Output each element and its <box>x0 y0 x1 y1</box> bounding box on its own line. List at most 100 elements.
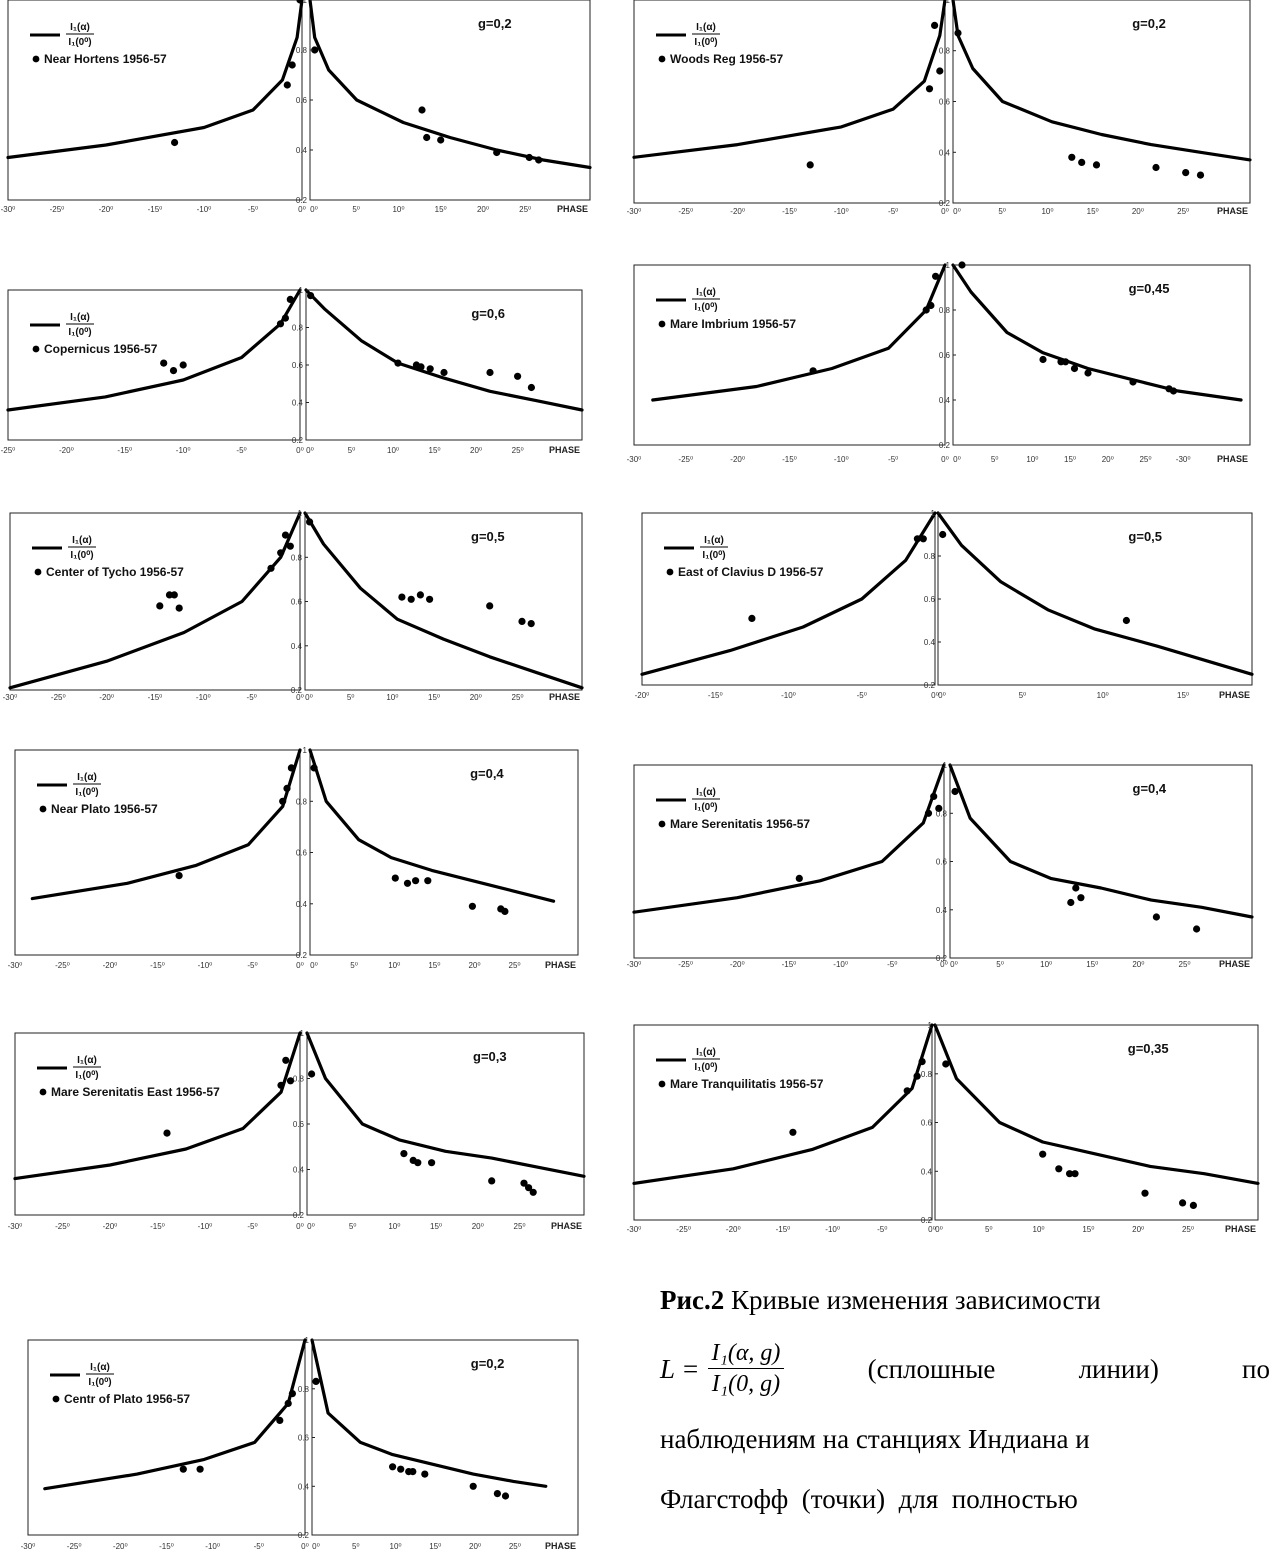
x-tick-label: -30⁰ <box>627 960 642 969</box>
y-tick-label: 1 <box>928 1021 933 1030</box>
x-tick-label: 15⁰ <box>1064 455 1076 464</box>
observation-point <box>493 1490 501 1498</box>
x-tick-label: -25⁰ <box>51 693 66 702</box>
x-tick-label: -5⁰ <box>254 1542 264 1551</box>
x-tick-label: -25⁰ <box>678 207 693 216</box>
x-axis-label: PHASE <box>1219 959 1250 969</box>
observation-point <box>806 161 814 169</box>
g-parameter-label: g=0,5 <box>1128 529 1162 544</box>
observation-point <box>931 21 939 29</box>
observation-point <box>486 602 494 610</box>
observation-point <box>936 67 944 75</box>
chart-panel: 1 0.8 0.6 0.4 0.2 -30⁰ -25⁰ -20⁰ -15⁰ -10⁰ -5⁰ 0⁰ 0⁰… <box>8 1029 586 1231</box>
y-tick-label: 0.4 <box>939 148 951 157</box>
right-plot-frame <box>309 749 579 956</box>
y-tick-label: 0.4 <box>921 1167 933 1176</box>
x-tick-label: -25⁰ <box>55 1222 70 1231</box>
legend-fraction-denominator: I₁(0⁰) <box>75 787 98 798</box>
observation-point <box>1061 358 1070 366</box>
y-tick-label: 0.6 <box>924 595 936 604</box>
model-curve-positive-phase <box>951 0 1252 162</box>
x-tick-label: 25⁰ <box>509 961 521 970</box>
x-tick-label: -10⁰ <box>205 1542 220 1551</box>
y-tick-label: 1 <box>299 286 304 295</box>
y-tick-label: 1 <box>300 1029 305 1038</box>
observation-point <box>469 1482 477 1490</box>
observation-point <box>424 877 432 885</box>
observation-point <box>493 148 501 157</box>
formula-lhs: L = <box>660 1353 700 1384</box>
observation-point <box>1169 387 1178 395</box>
left-plot-frame <box>7 289 301 441</box>
observation-point <box>279 797 287 805</box>
formula-numerator: I₁(α, g) <box>707 1338 785 1369</box>
caption-line4-text: Флагстофф (точки) для полностью <box>660 1484 1078 1514</box>
left-plot-frame <box>27 1339 306 1536</box>
observation-point <box>525 153 533 162</box>
observation-point <box>930 792 938 801</box>
x-tick-label: -15⁰ <box>782 207 797 216</box>
observation-point <box>1066 1170 1074 1178</box>
y-tick-label: 1 <box>946 0 951 5</box>
observation-point <box>426 595 434 603</box>
legend-point-sample <box>34 568 42 576</box>
x-tick-label: 5⁰ <box>348 446 356 455</box>
observation-point <box>518 617 526 626</box>
x-tick-label: -5⁰ <box>247 693 257 702</box>
x-tick-label: -30⁰ <box>8 1222 23 1231</box>
observation-point <box>394 359 402 367</box>
observation-point <box>287 764 295 772</box>
chart-panel: 1 0.8 0.6 0.4 0.2 -30⁰ -25⁰ -20⁰ -15⁰ -10⁰ -5⁰ 0⁰ 0⁰… <box>3 509 584 702</box>
right-plot-frame <box>305 289 583 441</box>
legend-point-sample <box>32 345 40 353</box>
x-tick-label: 10⁰ <box>388 1222 400 1231</box>
observation-point <box>1068 153 1076 161</box>
x-tick-label: -15⁰ <box>148 205 163 214</box>
observation-point <box>939 530 947 539</box>
x-tick-label: 0⁰ <box>310 205 318 214</box>
x-tick-label: -30⁰ <box>21 1542 36 1551</box>
x-tick-label: 0⁰ <box>296 961 304 970</box>
x-axis-label: PHASE <box>545 960 576 970</box>
x-tick-label: -25⁰ <box>678 960 693 969</box>
observation-point <box>501 1492 510 1500</box>
observation-point <box>958 261 966 269</box>
observation-point <box>525 1184 533 1192</box>
legend-fraction-numerator: I₁(α) <box>70 22 90 33</box>
observation-point <box>409 1468 417 1476</box>
observation-point <box>403 879 412 887</box>
x-axis-label: PHASE <box>551 1221 582 1231</box>
observation-point <box>417 363 425 371</box>
x-tick-label: 5⁰ <box>352 205 360 214</box>
x-tick-label: 0⁰ <box>306 446 314 455</box>
observation-point <box>1067 898 1075 907</box>
x-tick-label: 0⁰ <box>938 691 946 700</box>
x-tick-label: 25⁰ <box>514 1222 526 1231</box>
observation-point <box>283 81 291 89</box>
right-plot-frame <box>934 1024 1259 1221</box>
x-tick-label: 0⁰ <box>307 1222 315 1231</box>
y-tick-label: 0.2 <box>296 951 308 960</box>
observation-point <box>426 365 434 373</box>
x-tick-label: -15⁰ <box>159 1542 174 1551</box>
left-plot-frame <box>633 1024 933 1221</box>
x-tick-label: 0⁰ <box>941 455 949 464</box>
legend-point-sample <box>39 805 47 813</box>
observation-point <box>389 1463 397 1471</box>
caption-line-3: наблюдениям на станциях Индиана и <box>660 1409 1270 1469</box>
x-tick-label: 0⁰ <box>931 691 939 700</box>
observation-point <box>283 784 291 793</box>
observation-point <box>391 874 399 882</box>
x-tick-label: 20⁰ <box>1102 455 1114 464</box>
right-plot-frame <box>311 1339 579 1536</box>
x-tick-label: 0⁰ <box>935 1225 943 1234</box>
observation-point <box>156 602 164 610</box>
x-tick-label: 25⁰ <box>1139 455 1151 464</box>
y-tick-label: 1 <box>303 0 308 5</box>
observation-point <box>954 29 962 37</box>
x-tick-label: 25⁰ <box>509 1542 521 1551</box>
observation-point <box>179 361 187 369</box>
x-tick-label: -10⁰ <box>781 691 796 700</box>
legend-series-label: Copernicus 1956-57 <box>44 342 158 356</box>
x-tick-label: 20⁰ <box>1132 207 1144 216</box>
